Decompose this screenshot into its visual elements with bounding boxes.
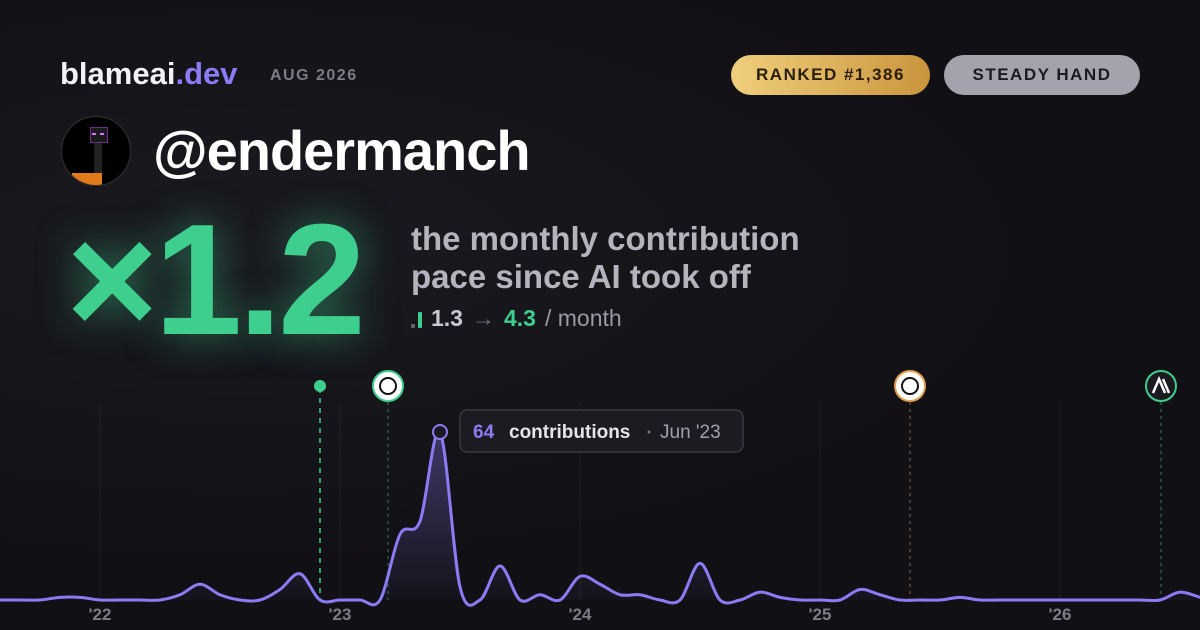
pace-after: 4.3 bbox=[503, 305, 536, 331]
line bbox=[0, 429, 1200, 607]
separator bbox=[647, 430, 651, 434]
x-tick-label: '22 bbox=[89, 605, 112, 624]
caption-line: the monthly contribution bbox=[411, 220, 800, 257]
handle: @endermanch bbox=[153, 119, 531, 182]
multiplier: ×1.2 bbox=[66, 192, 366, 368]
event-icon-glyph bbox=[379, 377, 397, 395]
avatar bbox=[61, 116, 131, 186]
x-tick-label: '24 bbox=[569, 605, 592, 624]
period: AUG 2026 bbox=[270, 67, 358, 84]
x-tick-label: '25 bbox=[809, 605, 832, 624]
pace-before: 1.3 bbox=[431, 305, 463, 331]
tooltip-label: contributions bbox=[509, 422, 630, 443]
pace-icon bbox=[411, 308, 422, 328]
caption-line: pace since AI took off bbox=[411, 258, 751, 295]
brand-tld: .dev bbox=[175, 56, 238, 91]
x-tick-label: '26 bbox=[1049, 605, 1072, 624]
tooltip-value: 64 bbox=[473, 422, 495, 443]
brand: blameai.dev bbox=[60, 56, 237, 92]
caption: the monthly contribution pace since AI to… bbox=[411, 220, 800, 296]
event-icon bbox=[894, 370, 926, 402]
area bbox=[0, 431, 1200, 606]
style-badge: STEADY HAND bbox=[944, 55, 1140, 95]
arrow: → bbox=[471, 305, 495, 331]
rank-badge: RANKED #1,386 bbox=[731, 55, 930, 95]
x-tick-label: '23 bbox=[329, 605, 352, 624]
tooltip bbox=[459, 409, 744, 453]
event-dot bbox=[314, 380, 326, 392]
pace-unit: / month bbox=[544, 305, 622, 331]
event-icon-glyph bbox=[901, 377, 919, 395]
brand-name: blameai bbox=[60, 56, 176, 91]
peak-marker bbox=[432, 424, 448, 440]
tooltip-date: Jun '23 bbox=[660, 422, 721, 443]
pace-row: 1.3 → 4.3 / month bbox=[411, 305, 622, 332]
event-icon-glyph bbox=[1151, 375, 1171, 394]
event-icon bbox=[372, 370, 404, 402]
